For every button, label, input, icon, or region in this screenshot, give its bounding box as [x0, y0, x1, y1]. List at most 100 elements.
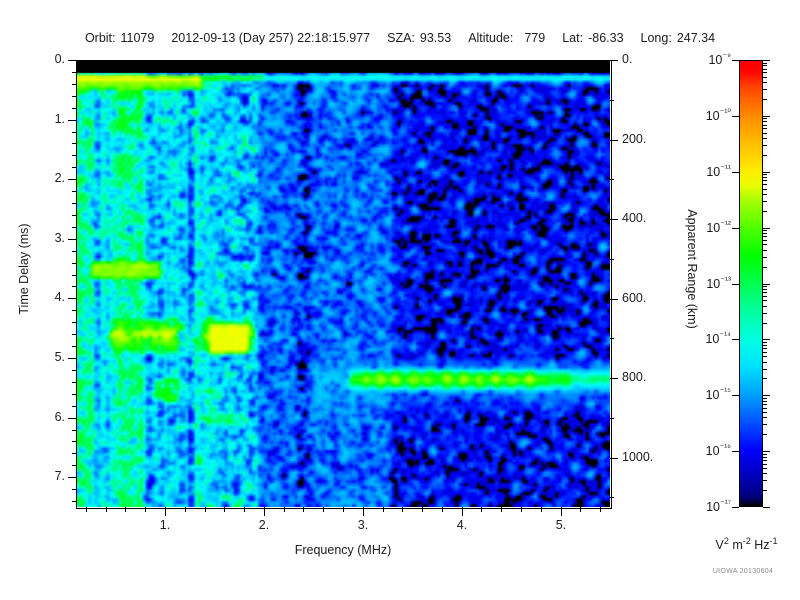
axis-tick — [763, 233, 767, 234]
axis-tick — [763, 313, 767, 314]
axis-tick — [763, 451, 770, 452]
axis-tick — [244, 507, 245, 512]
y-axis-left-tick-label: 0. — [54, 52, 65, 66]
axis-tick — [763, 460, 767, 461]
axis-tick — [732, 284, 739, 285]
axis-tick — [763, 65, 767, 66]
axis-tick — [763, 352, 767, 353]
axis-tick — [68, 298, 76, 299]
colorbar-tick-label: 10⁻¹⁷ — [706, 498, 731, 515]
header-orbit-value: 11079 — [120, 31, 155, 45]
axis-tick — [72, 370, 76, 371]
axis-tick — [72, 275, 76, 276]
axis-tick — [763, 468, 767, 469]
axis-tick — [72, 227, 76, 228]
axis-tick — [610, 458, 618, 459]
header-altitude-value: 779 — [524, 31, 546, 45]
axis-tick — [763, 174, 767, 175]
header-long-label: Long: — [640, 31, 672, 45]
axis-tick — [72, 167, 76, 168]
colorbar-tick-label: 10⁻¹⁰ — [705, 107, 731, 124]
axis-tick — [462, 507, 463, 516]
axis-tick — [763, 267, 767, 268]
axis-tick — [72, 108, 76, 109]
axis-tick — [481, 507, 482, 512]
axis-tick — [763, 138, 767, 139]
axis-tick — [284, 507, 285, 512]
axis-tick — [610, 259, 614, 260]
y-axis-left-tick-label: 4. — [54, 290, 65, 304]
axis-tick — [732, 60, 739, 61]
colorbar-units-label: V2 m-2 Hz-1 — [715, 536, 778, 553]
axis-tick — [763, 454, 767, 455]
axis-tick — [72, 310, 76, 311]
axis-tick — [580, 507, 581, 512]
axis-tick — [763, 72, 767, 73]
header-altitude: Altitude: 779 — [468, 31, 545, 45]
colorbar-tick-label: 10⁻¹³ — [706, 275, 731, 292]
x-axis-title: Frequency (MHz) — [294, 543, 392, 557]
colorbar-tick-label: 10⁻¹¹ — [706, 163, 731, 180]
axis-tick — [72, 406, 76, 407]
axis-tick — [763, 250, 767, 251]
colorbar-tick-label: 10⁻¹² — [706, 219, 731, 236]
axis-tick — [72, 263, 76, 264]
header-lat: Lat: -86.33 — [562, 31, 623, 45]
axis-tick — [610, 60, 618, 61]
axis-tick — [763, 118, 767, 119]
header-datetime: 2012-09-13 (Day 257) 22:18:15.977 — [171, 31, 371, 45]
axis-tick — [763, 434, 767, 435]
x-axis-tick-label: 1. — [159, 518, 171, 532]
axis-tick — [185, 507, 186, 512]
x-axis-tick-label: 5. — [555, 518, 567, 532]
ionogram-spectrogram-panel — [76, 60, 610, 507]
axis-tick — [763, 417, 767, 418]
axis-tick — [763, 201, 767, 202]
axis-tick — [72, 453, 76, 454]
axis-tick — [763, 378, 767, 379]
axis-tick — [763, 398, 767, 399]
header-orbit: Orbit: 11079 — [85, 31, 154, 45]
axis-tick — [763, 180, 767, 181]
spectrogram-canvas — [76, 60, 610, 507]
axis-tick — [763, 296, 767, 297]
header-info-bar: Orbit: 11079 2012-09-13 (Day 257) 22:18:15… — [0, 31, 800, 45]
axis-tick — [763, 60, 770, 61]
axis-tick — [610, 299, 618, 300]
axis-tick — [732, 172, 739, 173]
x-axis-tick-label: 4. — [456, 518, 468, 532]
y-axis-right-title: Apparent Range (km) — [685, 209, 699, 329]
axis-tick — [610, 219, 618, 220]
axis-tick — [763, 230, 767, 231]
axis-tick — [763, 292, 767, 293]
header-sza-value: 93.53 — [419, 31, 452, 45]
axis-tick — [763, 177, 767, 178]
header-orbit-label: Orbit: — [84, 31, 116, 45]
axis-tick — [205, 507, 206, 512]
axis-tick — [72, 465, 76, 466]
axis-tick — [264, 507, 265, 516]
axis-tick — [763, 121, 767, 122]
colorbar-tick-label: 10⁻¹⁵ — [705, 386, 731, 403]
axis-tick — [763, 63, 767, 64]
axis-tick — [763, 362, 767, 363]
axis-tick — [763, 228, 770, 229]
colorbar-tick-label: 10⁻⁹ — [708, 51, 731, 68]
axis-tick — [763, 473, 767, 474]
y-axis-right-tick-label: 200. — [622, 132, 647, 146]
axis-tick — [763, 145, 767, 146]
axis-tick — [72, 382, 76, 383]
colorbar — [739, 60, 763, 507]
y-axis-right-tick-label: 1000. — [622, 450, 654, 464]
axis-tick — [145, 507, 146, 512]
axis-tick — [68, 239, 76, 240]
axis-tick — [763, 77, 767, 78]
axis-tick — [610, 418, 614, 419]
axis-tick — [68, 418, 76, 419]
x-axis-tick-label: 3. — [357, 518, 369, 532]
y-axis-left-tick-label: 1. — [54, 112, 65, 126]
colorbar-tick-label: 10⁻¹⁶ — [705, 442, 731, 459]
axis-tick — [732, 228, 739, 229]
axis-tick — [610, 378, 618, 379]
axis-tick — [763, 457, 767, 458]
